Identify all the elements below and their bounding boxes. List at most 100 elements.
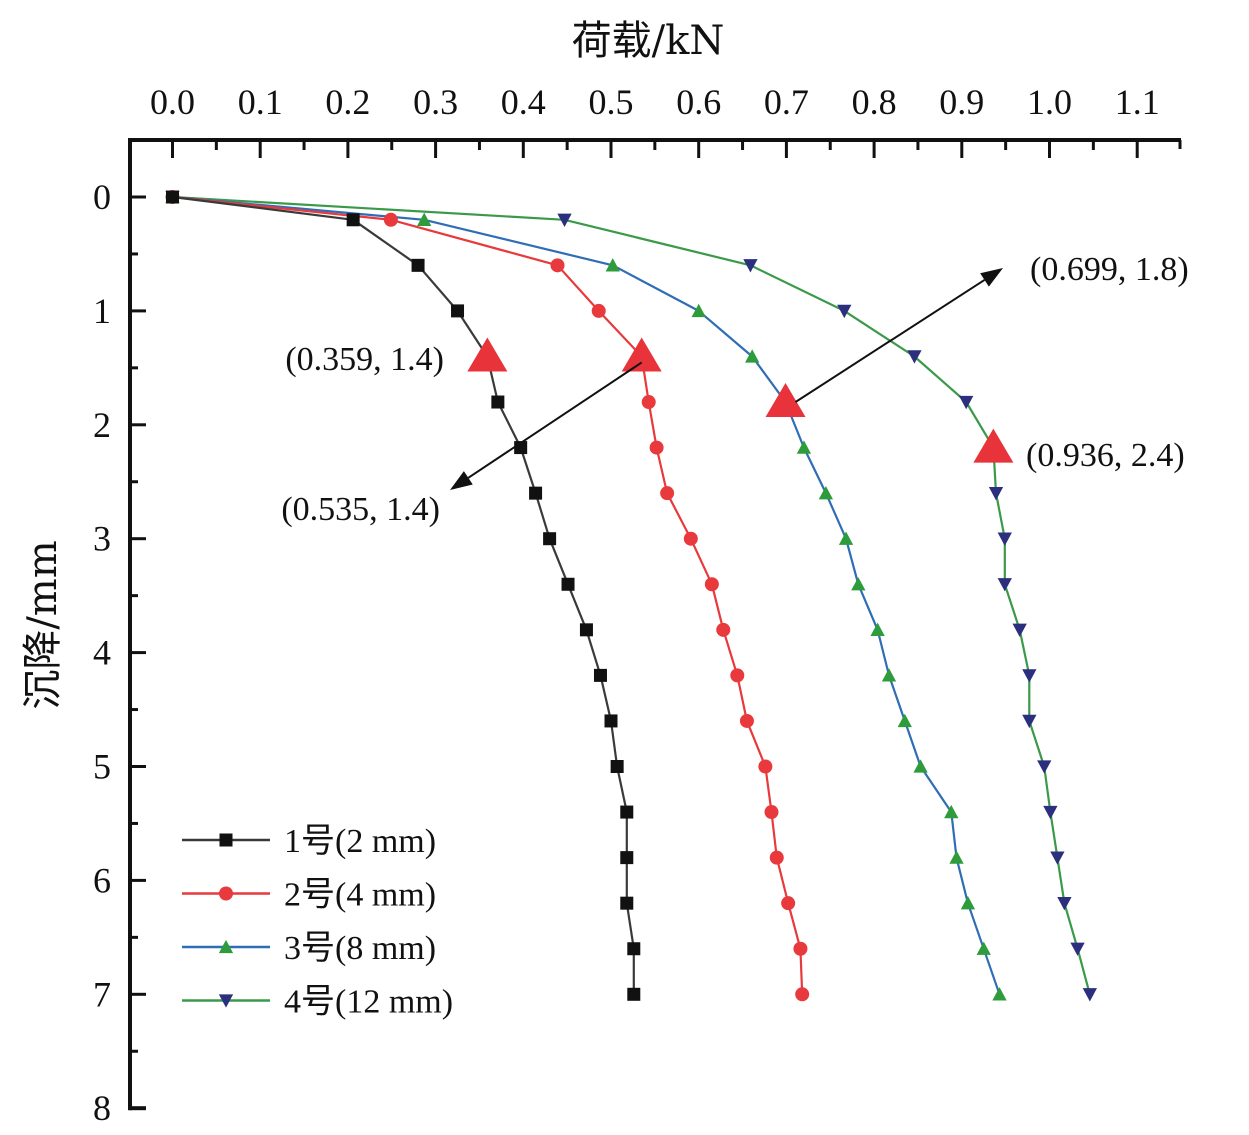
y-tick-label: 2 (93, 405, 111, 445)
data-point (1082, 988, 1097, 1002)
data-point (988, 486, 1004, 501)
data-point (743, 259, 758, 273)
annotation-label: (0.359, 1.4) (285, 341, 444, 378)
data-point (992, 987, 1007, 1001)
arrow-shaft (794, 279, 986, 403)
data-point (838, 531, 854, 545)
data-point (591, 303, 606, 318)
data-point (627, 987, 641, 1001)
x-tick-label: 0.1 (238, 82, 283, 122)
annotation-layer: (0.359, 1.4) (0.535, 1.4) (0.699, 1.8) (0.9… (281, 251, 1188, 528)
data-point (550, 258, 565, 273)
series-line (172, 195, 804, 995)
data-point (605, 258, 620, 272)
y-tick-label: 1 (93, 291, 111, 331)
x-tick-label: 0.6 (676, 82, 721, 122)
data-point (907, 350, 922, 364)
legend-item-4: 4号(12 mm) (182, 984, 453, 1021)
data-point (881, 668, 897, 682)
data-point (166, 190, 179, 204)
y-tick-label: 5 (93, 747, 111, 787)
data-point (897, 713, 912, 728)
data-point (660, 486, 675, 501)
data-point (960, 896, 976, 910)
x-tick-label: 0.8 (852, 82, 897, 122)
legend-label: 4号(12 mm) (284, 984, 453, 1021)
y-tick-label: 7 (93, 974, 111, 1014)
x-tick-label: 0.0 (150, 82, 195, 122)
data-point (1022, 714, 1037, 729)
x-tick-label: 0.5 (589, 82, 634, 122)
y-tick-label: 4 (93, 633, 111, 673)
highlight-triangle-marker (765, 383, 806, 418)
data-point (851, 577, 866, 591)
y-axis-ticks: 0 1 2 3 4 5 6 7 8 (93, 138, 146, 1128)
data-point (1012, 623, 1027, 637)
series-layer (165, 189, 1097, 1002)
legend-marker (219, 886, 233, 901)
arrow-head (980, 268, 1003, 287)
data-point (491, 395, 505, 409)
data-point (610, 760, 624, 773)
data-point (593, 668, 607, 682)
data-point (769, 850, 784, 865)
data-point (649, 440, 664, 455)
data-point (451, 304, 465, 318)
arrow-shaft (467, 361, 643, 479)
data-point (913, 759, 928, 773)
data-point (529, 486, 543, 500)
legend-label: 3号(8 mm) (284, 930, 436, 967)
legend: 1号(2 mm) 2号(4 mm) 3号(8 mm) 4号(12 mm) (182, 823, 453, 1021)
legend-label: 2号(4 mm) (284, 877, 436, 914)
series-2 (165, 190, 810, 1002)
data-point (793, 941, 808, 956)
x-tick-label: 1.1 (1115, 82, 1160, 122)
x-tick-label: 1.0 (1027, 82, 1072, 122)
data-point (579, 623, 593, 637)
data-point (346, 213, 360, 227)
x-tick-label: 0.2 (325, 82, 370, 122)
x-axis-ticks: 0.0 0.1 0.2 0.3 0.4 0.5 0.6 0.7 0.8 0.9 1.0 1.1 (150, 82, 1160, 158)
x-tick-label: 0.9 (939, 82, 984, 122)
data-point (795, 987, 810, 1002)
data-point (764, 805, 779, 820)
y-tick-label: 8 (93, 1088, 111, 1128)
data-point (383, 212, 398, 227)
highlight-triangle-marker (467, 337, 508, 372)
data-point (561, 577, 575, 591)
series-line (172, 195, 635, 995)
legend-marker (218, 994, 234, 1008)
data-point (837, 304, 852, 319)
data-point (745, 349, 760, 363)
legend-marker (219, 833, 233, 847)
data-point (543, 532, 557, 546)
data-point (604, 714, 618, 728)
data-point (1022, 669, 1037, 683)
data-point (411, 258, 425, 272)
x-axis-title: 荷载/kN (572, 18, 725, 64)
annotation-label: (0.936, 2.4) (1026, 437, 1185, 474)
y-tick-label: 3 (93, 519, 111, 559)
legend-label: 1号(2 mm) (284, 823, 436, 860)
data-point (691, 303, 706, 318)
y-axis-title: 沉降/mm (20, 540, 66, 709)
data-point (997, 532, 1012, 546)
data-point (730, 668, 745, 683)
data-point (959, 395, 974, 410)
legend-item-1: 1号(2 mm) (182, 823, 436, 860)
x-tick-label: 0.3 (413, 82, 458, 122)
data-point (758, 759, 773, 774)
data-point (557, 213, 572, 227)
data-point (620, 851, 634, 865)
data-point (997, 578, 1012, 592)
series-line (172, 195, 1001, 995)
arrow-head (450, 471, 473, 490)
data-point (796, 440, 812, 454)
data-point (781, 896, 796, 911)
data-point (1050, 851, 1065, 865)
highlight-triangle-marker (973, 428, 1014, 463)
series-line (172, 195, 1091, 995)
legend-item-2: 2号(4 mm) (182, 877, 436, 914)
data-point (704, 577, 719, 592)
data-point (683, 531, 698, 546)
